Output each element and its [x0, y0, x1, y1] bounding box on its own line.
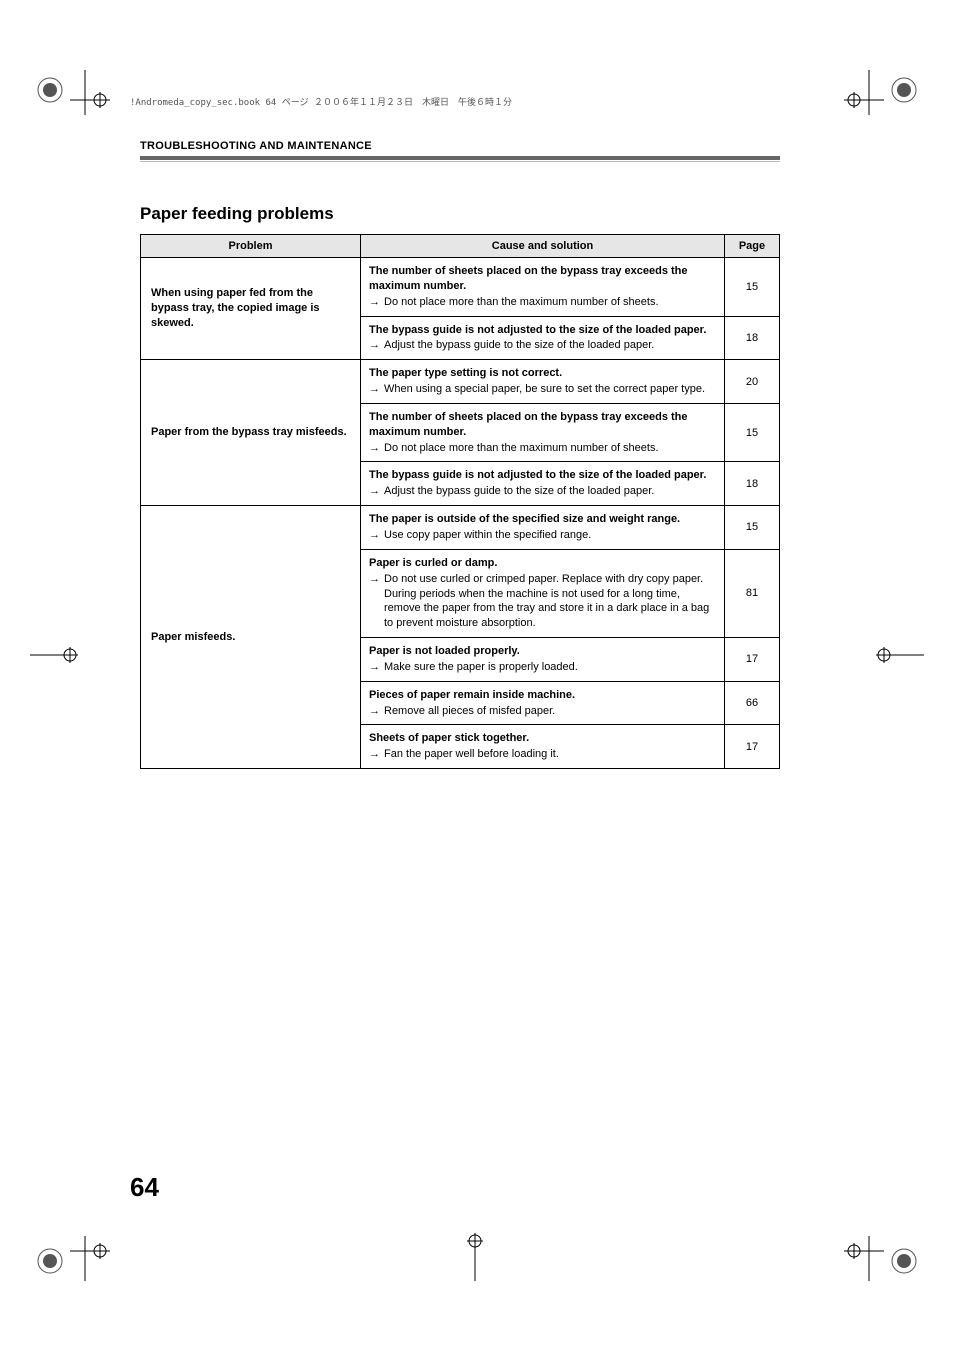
- page-ref-cell: 17: [725, 638, 780, 682]
- th-page: Page: [725, 235, 780, 258]
- crop-mark-icon: [30, 1221, 110, 1281]
- solution-text: Adjust the bypass guide to the size of t…: [384, 338, 716, 353]
- cause-title: Paper is curled or damp.: [369, 556, 716, 571]
- section-title: Paper feeding problems: [140, 204, 780, 224]
- page-ref-cell: 66: [725, 681, 780, 725]
- solution-text: Remove all pieces of misfed paper.: [384, 704, 716, 719]
- page-number: 64: [130, 1172, 159, 1203]
- running-head: TROUBLESHOOTING AND MAINTENANCE: [140, 140, 780, 152]
- arrow-icon: →: [369, 572, 380, 587]
- arrow-icon: →: [369, 441, 380, 456]
- crop-mark-icon: [30, 640, 80, 670]
- solution-line: → Do not place more than the maximum numb…: [369, 441, 716, 456]
- cause-title: The number of sheets placed on the bypas…: [369, 410, 716, 440]
- solution-text: Use copy paper within the specified rang…: [384, 528, 716, 543]
- cause-title: The paper type setting is not correct.: [369, 366, 716, 381]
- page-ref-cell: 18: [725, 462, 780, 506]
- page-ref-cell: 20: [725, 360, 780, 404]
- page-content: TROUBLESHOOTING AND MAINTENANCE Paper fe…: [140, 140, 780, 769]
- th-cause: Cause and solution: [361, 235, 725, 258]
- arrow-icon: →: [369, 528, 380, 543]
- table-row: Paper from the bypass tray misfeeds.The …: [141, 360, 780, 404]
- solution-line: → Use copy paper within the specified ran…: [369, 528, 716, 543]
- cause-cell: The number of sheets placed on the bypas…: [361, 403, 725, 462]
- cause-cell: Paper is not loaded properly.→ Make sure …: [361, 638, 725, 682]
- page-ref-cell: 15: [725, 403, 780, 462]
- th-problem: Problem: [141, 235, 361, 258]
- solution-text: Do not place more than the maximum numbe…: [384, 295, 716, 310]
- cause-cell: The paper is outside of the specified si…: [361, 506, 725, 550]
- table-row: Paper misfeeds.The paper is outside of t…: [141, 506, 780, 550]
- cause-title: The bypass guide is not adjusted to the …: [369, 323, 716, 338]
- page-ref-cell: 17: [725, 725, 780, 769]
- arrow-icon: →: [369, 295, 380, 310]
- arrow-icon: →: [369, 704, 380, 719]
- solution-text: Adjust the bypass guide to the size of t…: [384, 484, 716, 499]
- crop-mark-icon: [460, 1231, 490, 1281]
- table-row: When using paper fed from the bypass tra…: [141, 258, 780, 317]
- solution-line: → Adjust the bypass guide to the size of …: [369, 484, 716, 499]
- cause-title: The number of sheets placed on the bypas…: [369, 264, 716, 294]
- page-ref-cell: 81: [725, 549, 780, 637]
- solution-text: Do not place more than the maximum numbe…: [384, 441, 716, 456]
- page-ref-cell: 15: [725, 258, 780, 317]
- cause-cell: Pieces of paper remain inside machine.→ R…: [361, 681, 725, 725]
- troubleshooting-table: Problem Cause and solution Page When usi…: [140, 234, 780, 769]
- header-rule: [140, 156, 780, 160]
- arrow-icon: →: [369, 660, 380, 675]
- solution-text: Make sure the paper is properly loaded.: [384, 660, 716, 675]
- solution-line: → Make sure the paper is properly loaded.: [369, 660, 716, 675]
- header-rule-light: [140, 161, 780, 162]
- page-ref-cell: 15: [725, 506, 780, 550]
- solution-text: Do not use curled or crimped paper. Repl…: [384, 572, 716, 631]
- cause-cell: The number of sheets placed on the bypas…: [361, 258, 725, 317]
- crop-mark-icon: [844, 1221, 924, 1281]
- cause-cell: The bypass guide is not adjusted to the …: [361, 316, 725, 360]
- cause-title: The bypass guide is not adjusted to the …: [369, 468, 716, 483]
- crop-mark-icon: [874, 640, 924, 670]
- solution-line: → Adjust the bypass guide to the size of …: [369, 338, 716, 353]
- cause-title: Pieces of paper remain inside machine.: [369, 688, 716, 703]
- problem-cell: Paper from the bypass tray misfeeds.: [141, 360, 361, 506]
- solution-line: → Fan the paper well before loading it.: [369, 747, 716, 762]
- arrow-icon: →: [369, 484, 380, 499]
- arrow-icon: →: [369, 338, 380, 353]
- solution-text: When using a special paper, be sure to s…: [384, 382, 716, 397]
- arrow-icon: →: [369, 747, 380, 762]
- cause-cell: The bypass guide is not adjusted to the …: [361, 462, 725, 506]
- cause-title: Sheets of paper stick together.: [369, 731, 716, 746]
- cause-cell: The paper type setting is not correct.→ W…: [361, 360, 725, 404]
- problem-cell: Paper misfeeds.: [141, 506, 361, 769]
- page-info-line: !Andromeda_copy_sec.book 64 ページ ２００６年１１月…: [130, 95, 512, 108]
- cause-cell: Paper is curled or damp.→ Do not use curl…: [361, 549, 725, 637]
- arrow-icon: →: [369, 382, 380, 397]
- solution-line: → Do not place more than the maximum numb…: [369, 295, 716, 310]
- crop-mark-icon: [30, 70, 110, 130]
- cause-title: The paper is outside of the specified si…: [369, 512, 716, 527]
- solution-line: → When using a special paper, be sure to …: [369, 382, 716, 397]
- crop-mark-icon: [844, 70, 924, 130]
- solution-line: → Remove all pieces of misfed paper.: [369, 704, 716, 719]
- cause-title: Paper is not loaded properly.: [369, 644, 716, 659]
- solution-line: → Do not use curled or crimped paper. Rep…: [369, 572, 716, 631]
- solution-text: Fan the paper well before loading it.: [384, 747, 716, 762]
- problem-cell: When using paper fed from the bypass tra…: [141, 258, 361, 360]
- cause-cell: Sheets of paper stick together.→ Fan the …: [361, 725, 725, 769]
- page-ref-cell: 18: [725, 316, 780, 360]
